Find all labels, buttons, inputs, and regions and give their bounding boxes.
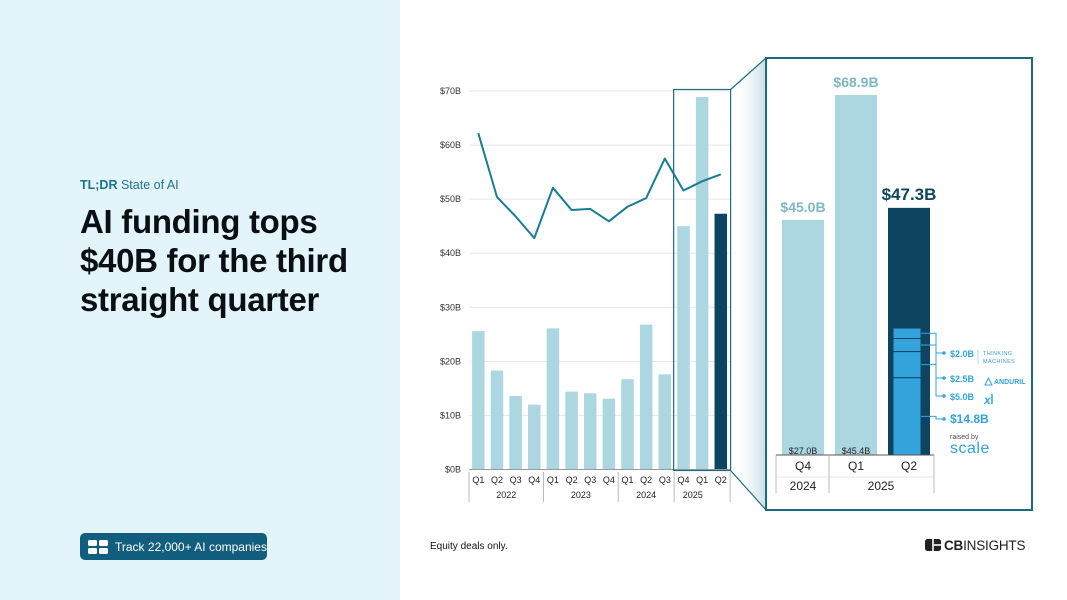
breakdown-segment	[892, 351, 922, 379]
x-tick-label: Q1	[472, 475, 484, 485]
x-tick-label: Q1	[622, 475, 634, 485]
anduril-logo-icon	[984, 376, 993, 386]
x-tick-label: Q3	[659, 475, 671, 485]
xai-logo: x	[983, 393, 992, 407]
breakdown-leader	[921, 344, 944, 379]
bar	[472, 331, 485, 470]
zoom-year-label: 2024	[790, 479, 817, 493]
y-tick-label: $70B	[440, 86, 461, 96]
line-series	[477, 132, 722, 240]
y-tick-label: $60B	[440, 140, 461, 150]
x-tick-label: Q4	[603, 475, 615, 485]
zoom-value-label: $47.3B	[882, 185, 937, 204]
footnote: Equity deals only.	[430, 541, 508, 552]
x-tick-label: Q3	[584, 475, 596, 485]
y-tick-label: $50B	[440, 194, 461, 204]
zoom-bar	[835, 95, 877, 455]
breakdown-segment	[892, 377, 922, 456]
scale-logo: scale	[950, 440, 990, 457]
y-tick-label: $40B	[440, 248, 461, 258]
zoom-connector-edge	[730, 470, 767, 511]
x-tick-label: Q2	[566, 475, 578, 485]
x-tick-label: Q4	[677, 475, 689, 485]
x-tick-label: Q1	[547, 475, 559, 485]
breakdown-dot	[942, 417, 946, 421]
breakdown-leader	[921, 332, 944, 354]
eyebrow: TL;DR State of AI	[80, 178, 179, 192]
bar	[677, 226, 690, 470]
zoom-x-tick-label: Q2	[901, 459, 917, 473]
grid-icon	[88, 539, 108, 554]
breakdown-leader	[921, 364, 944, 397]
bar	[509, 395, 522, 470]
year-label: 2023	[571, 490, 591, 500]
zoom-x-tick-label: Q1	[848, 459, 864, 473]
breakdown-segment	[892, 337, 922, 353]
zoom-year-label: 2025	[868, 479, 895, 493]
breakdown-leader	[921, 415, 944, 420]
y-tick-label: $20B	[440, 356, 461, 366]
bar	[695, 96, 709, 470]
x-tick-label: Q2	[715, 475, 727, 485]
bar	[565, 391, 578, 470]
bar	[546, 328, 560, 470]
headline: AI funding tops $40B for the third strai…	[80, 203, 348, 318]
eyebrow-strong: TL;DR	[80, 178, 118, 192]
cb-logo-icon	[925, 539, 941, 551]
y-tick-label: $30B	[440, 302, 461, 312]
zoom-value-label: $68.9B	[833, 74, 878, 90]
breakdown-label: $14.8B	[950, 412, 989, 426]
breakdown-dot	[942, 376, 946, 380]
breakdown-caption: raised by	[950, 434, 979, 441]
bar	[490, 370, 504, 470]
breakdown-label: $2.5B	[950, 374, 975, 384]
logo-text: CBINSIGHTS	[944, 537, 1026, 553]
zoom-base-label: $45.4B	[842, 446, 871, 456]
zoom-value-label: $45.0B	[780, 199, 825, 215]
x-tick-label: Q2	[491, 475, 503, 485]
thinking-machines-logo: MACHINES	[983, 359, 1015, 365]
y-tick-label: $10B	[440, 410, 461, 420]
breakdown-segment	[892, 327, 922, 339]
bar	[528, 404, 541, 470]
year-label: 2022	[496, 490, 516, 500]
breakdown-label: $2.0B	[950, 349, 975, 359]
left-panel	[0, 0, 400, 600]
year-label: 2024	[636, 490, 656, 500]
y-tick-label: $0B	[445, 465, 461, 475]
cta-label: Track 22,000+ AI companies	[115, 539, 267, 554]
zoom-connector-edge	[730, 57, 767, 90]
zoom-bar	[782, 219, 824, 455]
x-tick-label: Q1	[696, 475, 708, 485]
x-tick-label: Q4	[528, 475, 540, 485]
zoom-connector	[730, 58, 766, 510]
thinking-machines-logo: THINKING	[983, 351, 1012, 357]
x-tick-label: Q2	[640, 475, 652, 485]
bar	[621, 379, 634, 470]
bar	[714, 213, 728, 470]
zoom-x-tick-label: Q4	[795, 459, 811, 473]
eyebrow-rest: State of AI	[117, 178, 179, 192]
cb-insights-logo: CBINSIGHTS	[925, 537, 1025, 553]
bar	[658, 374, 672, 470]
zoom-base-label: $27.0B	[789, 446, 818, 456]
bar	[583, 393, 597, 470]
x-tick-label: Q3	[510, 475, 522, 485]
year-label: 2025	[683, 490, 703, 500]
bar	[602, 398, 616, 470]
breakdown-dot	[942, 351, 946, 355]
breakdown-dot	[942, 394, 946, 398]
bar	[639, 324, 653, 470]
breakdown-label: $5.0B	[950, 392, 975, 402]
anduril-logo: ANDURIL	[994, 379, 1026, 386]
track-companies-button[interactable]: Track 22,000+ AI companies	[80, 533, 267, 560]
